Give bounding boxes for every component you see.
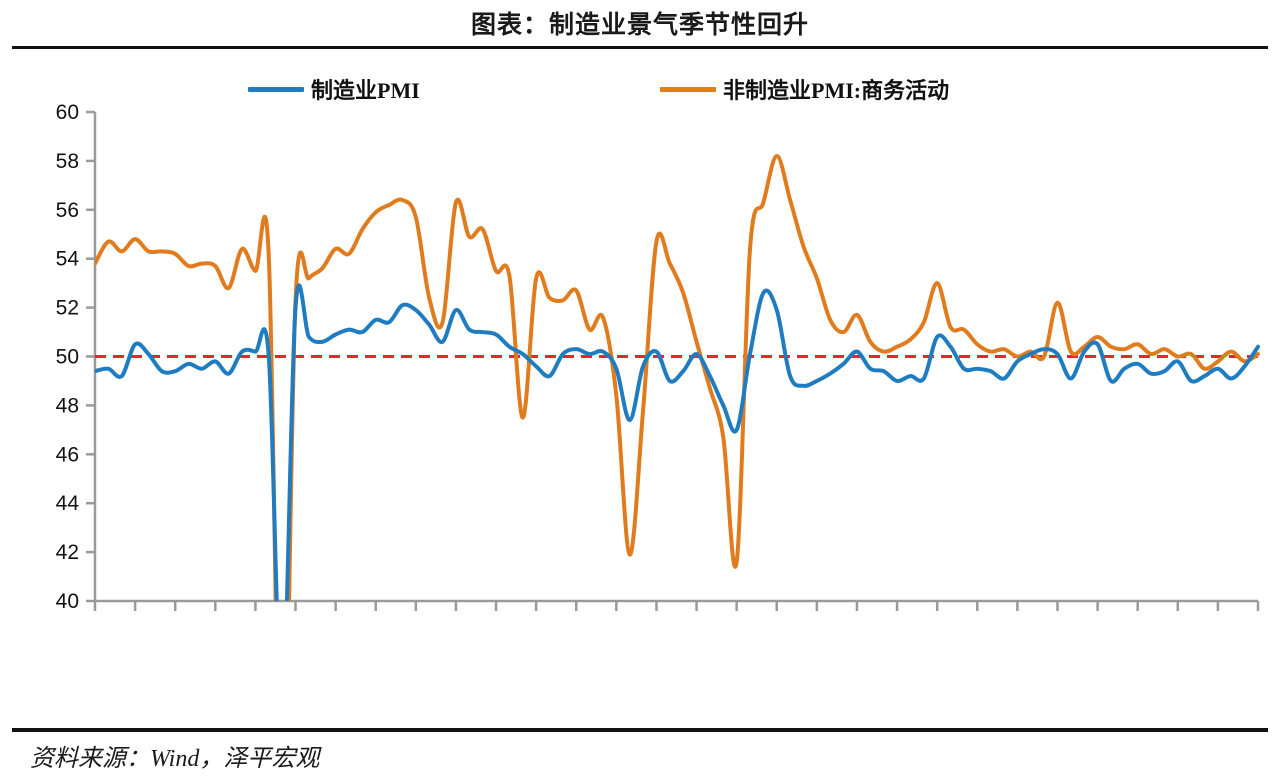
legend-item-non-manufacturing: 非制造业PMI:商务活动: [660, 72, 949, 106]
pmi-line-chart: 40 42 44 46 48 50 52 54 56 58 60 2018-122019-032019…: [56, 101, 1260, 613]
title-divider: [12, 46, 1268, 49]
y-axis-tick-label: 50: [56, 346, 79, 369]
series-line-non-manufacturing: [95, 154, 1260, 601]
y-axis-tick-label: 48: [56, 394, 79, 417]
legend-item-manufacturing: 制造业PMI: [248, 72, 420, 106]
y-axis-ticks: 40 42 44 46 48 50 52 54 56 58 60: [56, 101, 95, 613]
chart-title-bar: 图表：制造业景气季节性回升: [0, 0, 1280, 46]
source-note: 资料来源：Wind，泽平宏观: [30, 746, 320, 772]
y-axis-tick-label: 52: [56, 297, 79, 320]
y-axis-tick-label: 40: [56, 590, 79, 613]
chart-legend: 制造业PMI 非制造业PMI:商务活动: [230, 72, 1030, 106]
y-axis-tick-label: 58: [56, 150, 79, 173]
series-line-manufacturing: [95, 283, 1260, 601]
y-axis-tick-label: 54: [56, 248, 80, 271]
legend-label-manufacturing: 制造业PMI: [311, 78, 420, 103]
footer-divider: [12, 728, 1268, 732]
x-axis-ticks: 2018-122019-032019-062019-092019-122020-…: [93, 601, 1260, 611]
legend-swatch-icon-manufacturing: [248, 86, 304, 92]
page-title: 图表：制造业景气季节性回升: [470, 12, 809, 39]
y-axis-tick-label: 46: [56, 443, 79, 466]
legend-swatch-icon-non-manufacturing: [660, 86, 716, 92]
y-axis-tick-label: 42: [56, 541, 79, 564]
y-axis-tick-label: 44: [56, 492, 80, 515]
y-axis-tick-label: 60: [56, 101, 79, 124]
plot-area: 40 42 44 46 48 50 52 54 56 58 60 2018-122019-032019…: [0, 100, 1280, 620]
legend-label-non-manufacturing: 非制造业PMI:商务活动: [723, 78, 950, 103]
y-axis-tick-label: 56: [56, 199, 79, 222]
